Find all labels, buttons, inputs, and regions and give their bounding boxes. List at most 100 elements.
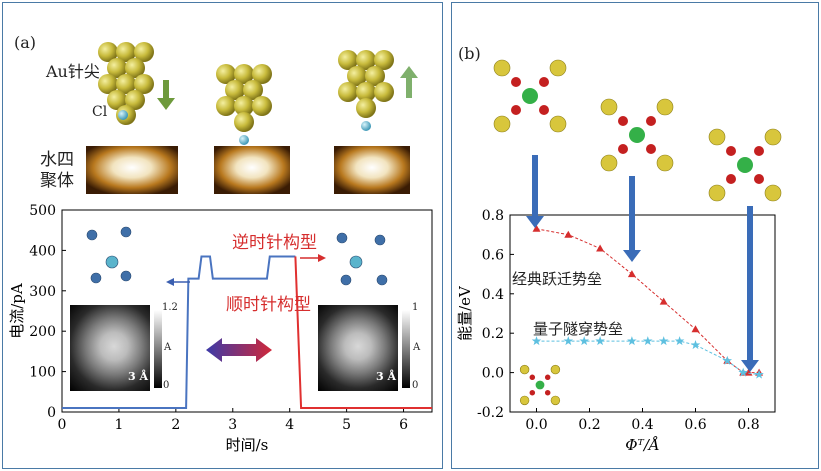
inset-right-colorbar	[402, 310, 410, 388]
left-arrowhead-icon	[166, 278, 174, 286]
x-axis-label-a: 时间/s	[226, 436, 269, 454]
star-point	[690, 340, 701, 350]
chlorine-atom	[522, 88, 538, 104]
gold-atom	[656, 98, 674, 116]
right-arrowhead-icon	[318, 254, 326, 262]
y-tick-label-b: -0.2	[477, 405, 504, 421]
stm-image-1	[86, 146, 178, 194]
tetramer-label-1: 水四	[40, 150, 74, 170]
classical-barrier-label: 经典跃迁势垒	[512, 270, 603, 288]
y-tick-label-a: 300	[29, 284, 56, 300]
gold-atom	[550, 364, 561, 375]
y-tick-label-a: 200	[29, 324, 56, 340]
au-tip-2	[216, 64, 272, 145]
triangle-point	[627, 270, 636, 278]
blue-arrow-head-icon	[526, 216, 544, 228]
x-tick-label-a: 0	[58, 417, 67, 433]
energy-series-0	[536, 228, 760, 374]
x-tick-label-a: 5	[342, 417, 351, 433]
star-point	[595, 336, 605, 346]
y-tick-label-b: 0.4	[482, 287, 504, 303]
gold-atom	[708, 184, 726, 202]
star-point	[738, 367, 748, 377]
water-molecule-icon	[340, 274, 352, 286]
gold-atom	[656, 154, 674, 172]
au-tip-3	[338, 50, 394, 131]
star-point	[643, 336, 653, 346]
oxygen-atom	[754, 146, 764, 156]
y-axis-label-a: 电流/pA	[8, 283, 26, 339]
chlorine-atom	[535, 380, 545, 390]
water-molecule-icon	[336, 232, 348, 244]
star-point	[627, 336, 637, 346]
blue-arrow-head-icon	[623, 250, 641, 262]
y-tick-label-a: 400	[29, 243, 56, 259]
star-point	[658, 336, 669, 346]
blue-arrow-shaft	[629, 176, 635, 250]
triangle-point	[596, 244, 605, 252]
inset-right-scale: 3 Å	[376, 370, 397, 383]
plot-frame-a	[61, 209, 433, 413]
blue-arrow-shaft	[747, 206, 753, 360]
water-molecule-icon	[105, 255, 119, 269]
star-point	[722, 355, 733, 365]
gold-atom	[600, 154, 618, 172]
water-molecule-icon	[349, 255, 363, 269]
oxygen-atom	[539, 77, 549, 87]
stm-image-2	[214, 146, 290, 194]
gold-atom	[493, 59, 511, 77]
inset-left-bar-min: 0	[163, 380, 170, 391]
oxygen-atom	[754, 174, 764, 184]
x-axis-label-b: Φᵀ/Å	[625, 436, 659, 454]
inset-left-bar-max: 1.2	[162, 302, 178, 313]
gold-atom	[764, 128, 782, 146]
oxygen-atom	[511, 77, 521, 87]
tip-illustration	[86, 42, 418, 194]
quantum-barrier-label: 量子隧穿势垒	[533, 320, 624, 338]
x-tick-label-a: 1	[114, 417, 123, 433]
star-point	[579, 336, 589, 346]
y-tick-label-a: 0	[47, 405, 56, 421]
chlorine-atom	[737, 157, 753, 173]
water-molecule-icon	[90, 272, 102, 284]
star-point	[674, 336, 685, 346]
cl-label: Cl	[92, 104, 108, 120]
gold-atom	[549, 59, 567, 77]
current-trace-0	[62, 255, 296, 409]
triangle-point	[659, 297, 668, 305]
x-tick-label-a: 6	[399, 417, 408, 433]
star-point	[531, 336, 542, 346]
oxygen-atom	[726, 174, 736, 184]
water-molecule-icon	[120, 270, 132, 282]
down-arrow-icon	[157, 80, 175, 110]
oxygen-atom	[618, 144, 628, 154]
inset-stm-left: 3 Å	[70, 305, 150, 391]
tetramer-label-2: 聚体	[40, 171, 74, 191]
oxygen-atom	[544, 389, 551, 396]
oxygen-atom	[511, 105, 521, 115]
panel-a	[2, 2, 443, 469]
inset-left-colorbar	[154, 310, 162, 388]
inset-right-bar-unit: A	[413, 342, 421, 353]
x-tick-label-a: 3	[228, 417, 237, 433]
water-molecule-icon	[86, 229, 98, 241]
gold-atom	[550, 395, 561, 406]
gold-atom	[600, 98, 618, 116]
x-tick-label-b: 0.8	[737, 417, 759, 433]
y-tick-label-a: 500	[29, 203, 56, 219]
oxygen-atom	[539, 105, 549, 115]
blue-arrow-shaft	[532, 155, 538, 216]
chlorine-atom	[629, 127, 645, 143]
current-trace-1	[294, 256, 432, 409]
y-axis-label-b: 能量/eV	[456, 285, 474, 341]
anticlockwise-label: 逆时针构型	[232, 233, 317, 253]
blue-arrow-head-icon	[741, 360, 759, 372]
inset-left-scale: 3 Å	[128, 370, 149, 383]
inset-right-bar-max: 1	[412, 302, 419, 313]
stm-image-3	[334, 146, 410, 194]
triangle-point	[564, 230, 573, 238]
clockwise-label: 顺时针构型	[226, 295, 311, 315]
water-molecule-icon	[376, 274, 388, 286]
